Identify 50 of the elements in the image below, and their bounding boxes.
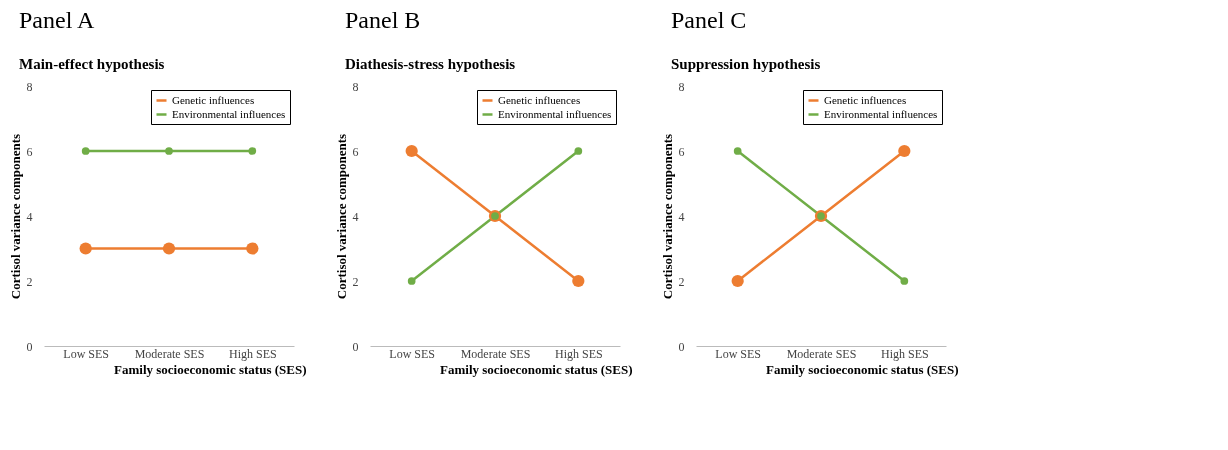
chart-title: Panel A — [19, 7, 95, 33]
y-tick-label: 0 — [352, 339, 359, 354]
y-axis-title: Cortisol variance components — [333, 133, 349, 300]
y-tick-label: 6 — [26, 144, 33, 159]
chart-subtitle: Main-effect hypothesis — [19, 56, 165, 72]
x-tick-label: High SES — [228, 346, 277, 361]
x-axis-title: Family socioeconomic status (SES) — [440, 361, 633, 377]
x-tick-label: High SES — [880, 346, 929, 361]
y-tick-label: 8 — [26, 79, 33, 94]
x-tick-label: Moderate SES — [460, 346, 531, 361]
y-axis-title: Cortisol variance components — [7, 133, 23, 300]
y-tick-label: 2 — [26, 274, 33, 289]
y-tick-label: 4 — [678, 209, 685, 224]
chart-subtitle: Diathesis-stress hypothesis — [345, 56, 516, 72]
point — [405, 144, 418, 158]
y-tick-label: 0 — [678, 339, 685, 354]
point — [574, 147, 583, 155]
chart-subtitle: Suppression hypothesis — [671, 56, 821, 72]
x-tick-label: High SES — [554, 346, 603, 361]
x-axis-title: Family socioeconomic status (SES) — [766, 361, 959, 377]
point — [898, 144, 911, 158]
y-tick-label: 6 — [352, 144, 359, 159]
y-tick-label: 8 — [678, 79, 685, 94]
y-tick-label: 2 — [352, 274, 359, 289]
x-tick-label: Low SES — [389, 346, 436, 361]
point — [733, 147, 742, 155]
point — [731, 274, 744, 288]
x-tick-label: Low SES — [715, 346, 762, 361]
y-tick-label: 0 — [26, 339, 33, 354]
y-tick-label: 4 — [26, 209, 33, 224]
legend-label: Environmental influences — [824, 107, 938, 120]
y-tick-label: 6 — [678, 144, 685, 159]
y-axis-title: Cortisol variance components — [659, 133, 675, 300]
y-tick-label: 4 — [352, 209, 359, 224]
point — [900, 277, 909, 285]
point — [572, 274, 585, 288]
x-axis-title: Family socioeconomic status (SES) — [114, 361, 307, 377]
chart-title: Panel B — [345, 7, 421, 33]
chart-title: Panel C — [671, 7, 747, 33]
legend-label: Genetic influences — [172, 93, 255, 106]
x-tick-label: Moderate SES — [786, 346, 857, 361]
legend-label: Environmental influences — [498, 107, 612, 120]
legend-label: Environmental influences — [172, 107, 286, 120]
legend-label: Genetic influences — [498, 93, 581, 106]
y-tick-label: 2 — [678, 274, 685, 289]
x-tick-label: Moderate SES — [134, 346, 205, 361]
x-tick-label: Low SES — [63, 346, 110, 361]
y-tick-label: 8 — [352, 79, 359, 94]
point — [407, 277, 416, 285]
legend-label: Genetic influences — [824, 93, 907, 106]
